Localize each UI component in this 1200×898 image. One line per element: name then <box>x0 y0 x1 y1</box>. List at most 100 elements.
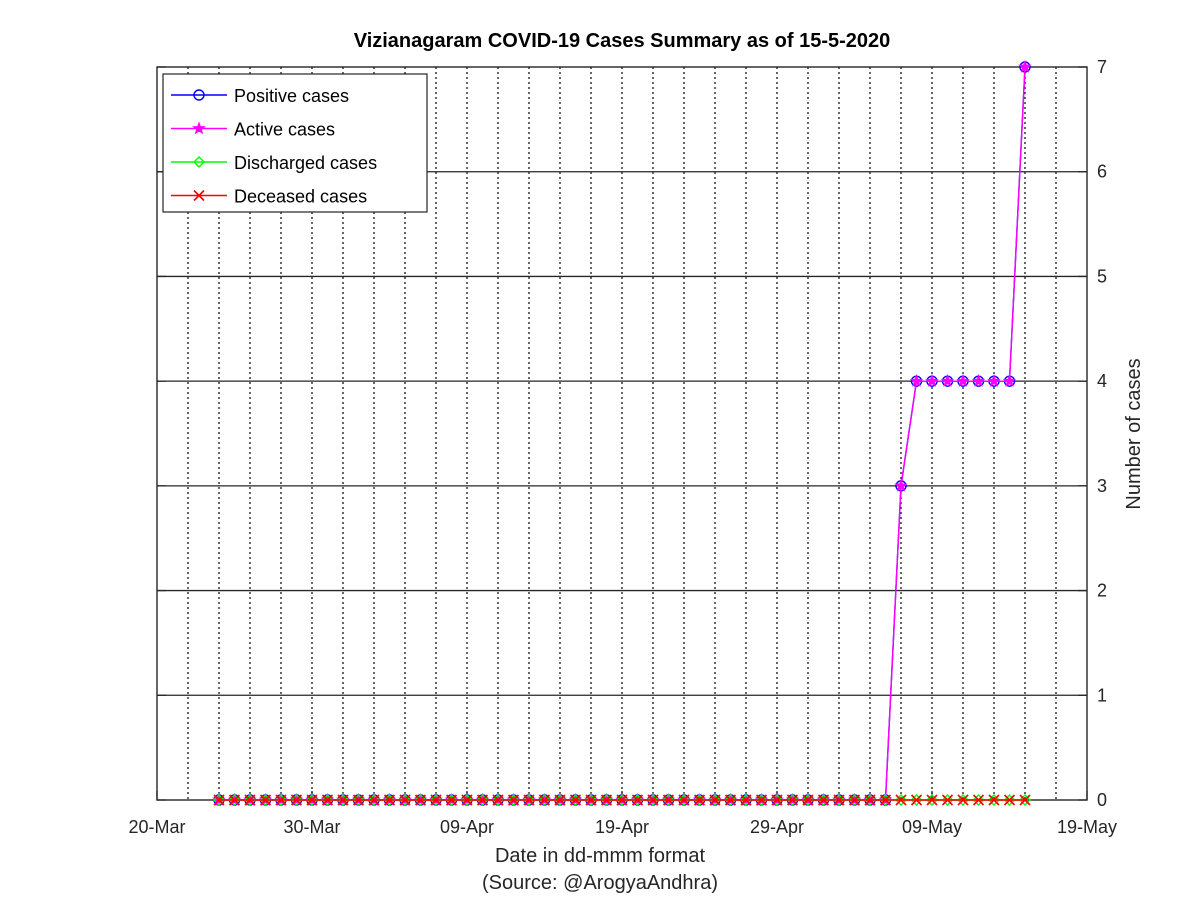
data-point <box>368 794 380 806</box>
data-point <box>848 794 861 806</box>
data-point <box>352 794 365 806</box>
data-point <box>228 794 241 806</box>
y-tick-label: 6 <box>1097 162 1107 182</box>
legend-label: Active cases <box>234 120 335 140</box>
data-point <box>817 794 830 806</box>
data-point <box>616 794 628 806</box>
data-point <box>383 794 396 806</box>
y-tick-label: 1 <box>1097 685 1107 705</box>
data-point <box>585 794 597 806</box>
data-point <box>910 794 923 806</box>
data-point <box>492 794 504 806</box>
data-point <box>848 794 861 806</box>
data-point <box>724 794 737 806</box>
data-point <box>941 794 954 806</box>
data-point <box>259 794 272 806</box>
data-point <box>940 373 955 387</box>
data-point <box>662 794 675 806</box>
data-point <box>244 794 256 806</box>
x-tick-label: 19-Apr <box>595 817 649 837</box>
data-point <box>817 794 830 806</box>
data-point <box>585 794 597 806</box>
data-point <box>445 794 458 806</box>
y-tick-label: 7 <box>1097 57 1107 77</box>
legend-box <box>162 73 428 213</box>
data-point <box>755 794 768 806</box>
data-point <box>909 373 924 387</box>
data-point <box>337 794 349 806</box>
data-point <box>321 794 334 806</box>
x-tick-label: 29-Apr <box>750 817 804 837</box>
y-tick-label: 5 <box>1097 266 1107 286</box>
legend-item: Deceased cases <box>171 187 367 207</box>
data-point <box>1003 794 1016 806</box>
data-point <box>693 794 706 806</box>
data-point <box>445 794 458 806</box>
data-point <box>895 794 907 806</box>
data-point <box>600 794 613 806</box>
data-point <box>895 794 907 806</box>
data-point <box>1002 373 1017 387</box>
tick-labels: 0 1 2 3 4 5 6 7 20-Mar 30-Mar 09-Apr 19-Apr 29-Apr 09… <box>128 57 1117 837</box>
data-point <box>1019 794 1031 806</box>
data-point <box>523 794 535 806</box>
data-point <box>213 794 225 806</box>
legend-label: Deceased cases <box>234 187 367 207</box>
data-point <box>740 794 752 806</box>
y-tick-label: 3 <box>1097 476 1107 496</box>
data-point <box>414 794 427 806</box>
legend-marker <box>192 121 206 135</box>
data-point <box>306 794 318 806</box>
data-point <box>864 794 876 806</box>
data-point <box>740 794 752 806</box>
y-tick-label: 4 <box>1097 371 1107 391</box>
data-point <box>879 794 892 806</box>
data-point <box>1003 794 1016 806</box>
data-point <box>631 794 644 806</box>
data-point <box>244 794 256 806</box>
data-point <box>647 794 659 806</box>
data-point <box>833 794 845 806</box>
data-point <box>321 794 334 806</box>
y-axis-label: Number of cases <box>1123 358 1145 509</box>
data-point <box>709 794 721 806</box>
y-tick-label: 0 <box>1097 790 1107 810</box>
data-point <box>971 373 986 387</box>
data-point <box>693 794 706 806</box>
data-point <box>987 373 1001 387</box>
data-point <box>538 794 551 806</box>
data-point <box>259 794 272 806</box>
data-point <box>771 794 783 806</box>
data-point <box>492 794 504 806</box>
data-point <box>538 794 551 806</box>
data-point <box>476 794 489 806</box>
data-point <box>290 794 303 806</box>
data-point <box>941 794 954 806</box>
data-point <box>554 794 566 806</box>
data-point <box>957 794 969 806</box>
data-point <box>290 794 303 806</box>
data-series <box>212 59 1032 806</box>
data-point <box>616 794 628 806</box>
legend-label: Positive cases <box>234 86 349 106</box>
legend-item: Positive cases <box>171 86 349 106</box>
data-point <box>1019 794 1031 806</box>
y-tick-label: 2 <box>1097 581 1107 601</box>
data-point <box>972 794 985 806</box>
data-point <box>306 794 318 806</box>
data-point <box>709 794 721 806</box>
data-point <box>213 794 225 806</box>
data-point <box>337 794 349 806</box>
data-point <box>1018 59 1032 73</box>
data-point <box>771 794 783 806</box>
data-point <box>786 794 799 806</box>
legend-marker <box>193 89 205 101</box>
data-point <box>802 794 814 806</box>
data-point <box>523 794 535 806</box>
data-point <box>399 794 411 806</box>
legend-item: Active cases <box>171 120 335 140</box>
data-point <box>430 794 442 806</box>
data-point <box>600 794 613 806</box>
data-point <box>786 794 799 806</box>
